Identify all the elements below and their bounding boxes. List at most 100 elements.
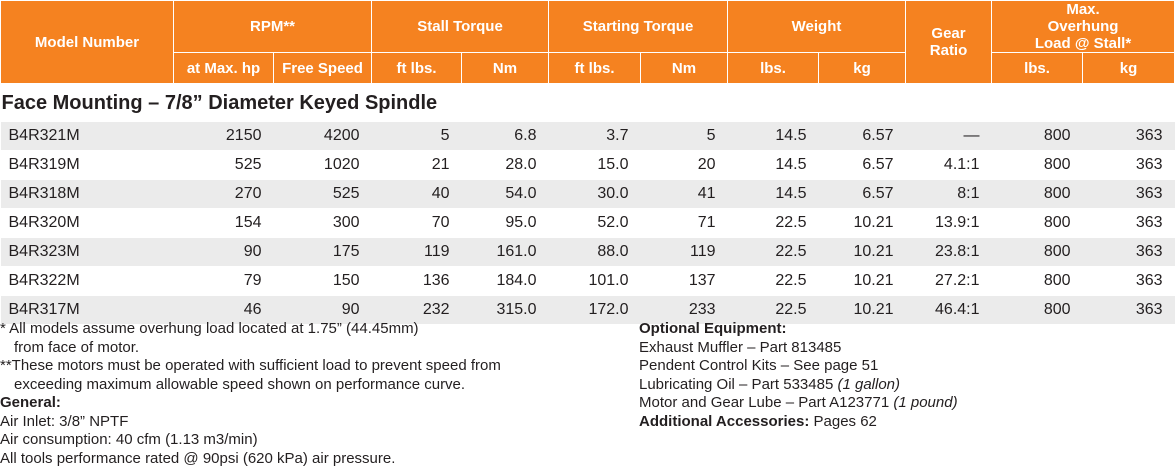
cell-weight-lbs: 22.5 (727, 266, 819, 296)
header-gear-ratio: Gear Ratio (905, 0, 993, 84)
cell-rpm-max-hp: 525 (173, 150, 274, 180)
cell-stall-nm: 161.0 (461, 237, 549, 267)
notes-right-column: Optional Equipment: Exhaust Muffler – Pa… (639, 320, 1169, 431)
cell-gear-ratio: 4.1:1 (905, 150, 992, 180)
cell-stall-ftlbs: 119 (371, 237, 462, 267)
cell-starting-nm: 71 (640, 208, 728, 238)
cell-stall-nm: 315.0 (461, 295, 549, 325)
cell-rpm-free-speed: 175 (273, 237, 372, 267)
cell-overhung-lbs: 800 (991, 179, 1083, 209)
cell-overhung-kg: 363 (1082, 150, 1175, 180)
section-title: Face Mounting – 7/8” Diameter Keyed Spin… (1, 91, 438, 114)
cell-stall-ftlbs: 40 (371, 179, 462, 209)
additional-accessories-value: Pages 62 (813, 412, 877, 430)
header-weight: Weight (727, 0, 907, 53)
cell-rpm-max-hp: 2150 (173, 122, 274, 151)
footnote-overhung-cont: from face of motor. (14, 338, 140, 356)
cell-weight-kg: 10.21 (818, 237, 906, 267)
cell-rpm-free-speed: 1020 (273, 150, 372, 180)
footnote-speed-cont: exceeding maximum allowable speed shown … (14, 375, 466, 393)
cell-starting-nm: 119 (640, 237, 728, 267)
table-row: B4R320M 154 300 70 95.0 52.0 71 22.5 10.21 13.9:1… (0, 208, 1175, 238)
cell-overhung-lbs: 800 (991, 150, 1083, 180)
header-model-number: Model Number (0, 0, 174, 84)
cell-stall-ftlbs: 5 (371, 122, 462, 151)
cell-weight-lbs: 22.5 (727, 237, 819, 267)
general-performance-rating: All tools performance rated @ 90psi (620… (0, 449, 396, 467)
cell-starting-nm: 5 (640, 122, 728, 151)
subheader-stall-ftlbs: ft lbs. (371, 52, 463, 84)
cell-rpm-free-speed: 4200 (273, 122, 372, 151)
subheader-overhung-kg: kg (1082, 52, 1176, 84)
cell-rpm-free-speed: 525 (273, 179, 372, 209)
table-row: B4R322M 79 150 136 184.0 101.0 137 22.5 10.21 27.… (0, 266, 1175, 296)
table-row: B4R323M 90 175 119 161.0 88.0 119 22.5 10.21 23.8… (0, 237, 1175, 267)
cell-starting-ftlbs: 30.0 (548, 179, 641, 209)
cell-stall-ftlbs: 136 (371, 266, 462, 296)
cell-model: B4R322M (0, 266, 174, 296)
subheader-weight-kg: kg (818, 52, 907, 84)
subheader-rpm-max-hp: at Max. hp (173, 52, 274, 84)
table-body: B4R321M 2150 4200 5 6.8 3.7 5 14.5 6.57—800 363 B4… (0, 122, 1175, 325)
cell-overhung-lbs: 800 (991, 237, 1083, 267)
cell-overhung-lbs: 800 (991, 122, 1083, 151)
cell-overhung-lbs: 800 (991, 266, 1083, 296)
cell-starting-nm: 20 (640, 150, 728, 180)
cell-stall-nm: 54.0 (461, 179, 549, 209)
cell-starting-ftlbs: 52.0 (548, 208, 641, 238)
table-row: B4R319M 525 1020 21 28.0 15.0 20 14.5 6.57 4.1:1 8… (0, 150, 1175, 180)
cell-rpm-max-hp: 90 (173, 237, 274, 267)
cell-overhung-lbs: 800 (991, 295, 1083, 325)
cell-weight-kg: 6.57 (818, 179, 906, 209)
cell-rpm-max-hp: 79 (173, 266, 274, 296)
cell-model: B4R321M (0, 122, 174, 151)
cell-rpm-free-speed: 300 (273, 208, 372, 238)
cell-weight-lbs: 14.5 (727, 150, 819, 180)
cell-weight-lbs: 14.5 (727, 179, 819, 209)
cell-weight-kg: 6.57 (818, 122, 906, 151)
cell-starting-nm: 233 (640, 295, 728, 325)
lubricating-oil-item: Lubricating Oil – Part 533485 (1 gallon) (639, 376, 1169, 395)
cell-stall-ftlbs: 70 (371, 208, 462, 238)
cell-starting-ftlbs: 88.0 (548, 237, 641, 267)
cell-rpm-max-hp: 270 (173, 179, 274, 209)
cell-starting-ftlbs: 101.0 (548, 266, 641, 296)
cell-starting-ftlbs: 172.0 (548, 295, 641, 325)
cell-stall-nm: 28.0 (461, 150, 549, 180)
cell-weight-lbs: 14.5 (727, 122, 819, 151)
pendent-control-kits-item: Pendent Control Kits – See page 51 (639, 357, 879, 374)
cell-gear-ratio: — (905, 122, 992, 151)
header-stall-torque: Stall Torque (371, 0, 550, 53)
cell-model: B4R319M (0, 150, 174, 180)
general-air-inlet: Air Inlet: 3/8” NPTF (0, 412, 129, 430)
cell-overhung-kg: 363 (1082, 122, 1175, 151)
cell-overhung-kg: 363 (1082, 295, 1175, 325)
cell-weight-kg: 10.21 (818, 266, 906, 296)
cell-model: B4R320M (0, 208, 174, 238)
gear-lube-item: Motor and Gear Lube – Part A123771 (1 po… (639, 394, 1169, 413)
footnote-speed: **These motors must be operated with suf… (0, 357, 501, 374)
optional-equipment-heading: Optional Equipment: (639, 320, 787, 337)
subheader-stall-nm: Nm (461, 52, 550, 84)
spec-table: Model Number RPM** Stall Torque Starting… (0, 0, 1176, 325)
additional-accessories-item: Additional Accessories: Pages 62 (639, 413, 1169, 432)
cell-weight-kg: 10.21 (818, 208, 906, 238)
header-starting-torque: Starting Torque (548, 0, 729, 53)
gear-lube-text: Motor and Gear Lube – Part A123771 (639, 394, 890, 411)
cell-weight-lbs: 22.5 (727, 295, 819, 325)
cell-overhung-kg: 363 (1082, 208, 1175, 238)
cell-model: B4R323M (0, 237, 174, 267)
table-row: B4R321M 2150 4200 5 6.8 3.7 5 14.5 6.57—800 363 (0, 122, 1175, 151)
header-rpm: RPM** (172, 0, 373, 53)
lubricating-oil-text: Lubricating Oil – Part 533485 (639, 375, 834, 393)
cell-rpm-max-hp: 154 (173, 208, 274, 238)
cell-stall-nm: 6.8 (461, 122, 549, 151)
header-max-overhung: Max. Overhung Load @ Stall* (991, 0, 1176, 53)
footnote-overhung: * All models assume overhung load locate… (0, 320, 419, 337)
subheader-rpm-free-speed: Free Speed (272, 52, 373, 84)
cell-stall-nm: 95.0 (461, 208, 549, 238)
general-air-consumption: Air consumption: 40 cfm (1.13 m3/min) (0, 431, 258, 448)
lubricating-oil-qty: (1 gallon) (837, 375, 901, 393)
subheader-starting-ftlbs: ft lbs. (548, 52, 642, 84)
